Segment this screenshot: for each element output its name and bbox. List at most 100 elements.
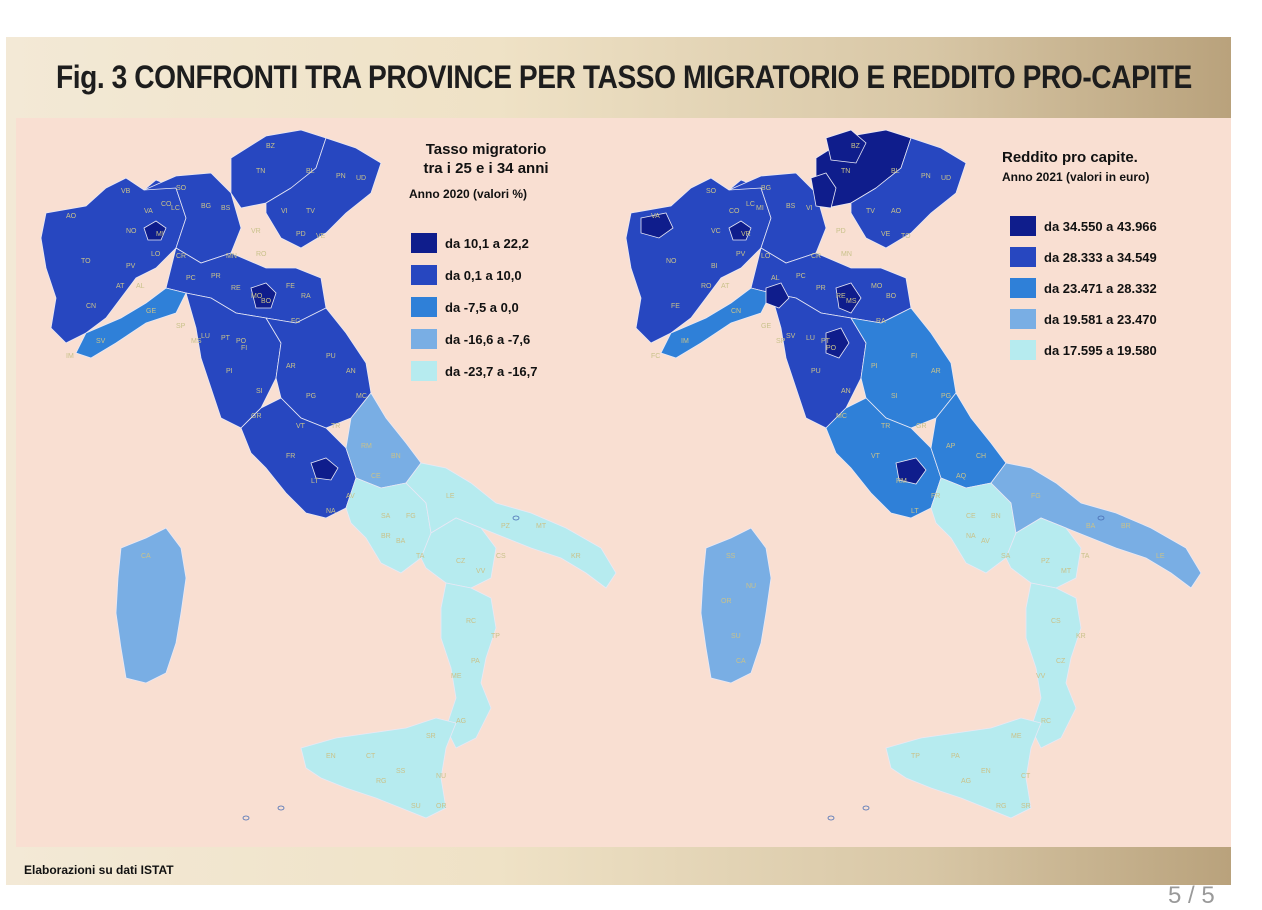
- legend-item: da -7,5 a 0,0: [411, 296, 519, 318]
- legend-swatch: [1010, 247, 1036, 267]
- province-label: LU: [201, 333, 210, 340]
- province-label: PD: [296, 231, 306, 238]
- province-label: PG: [306, 393, 316, 400]
- province-label: PO: [236, 338, 247, 345]
- province-label: RM: [361, 443, 372, 450]
- province-label: CZ: [1056, 658, 1066, 665]
- province-label: LO: [761, 253, 771, 260]
- page-number: 5 / 5: [1168, 882, 1215, 909]
- province-label: VE: [316, 233, 326, 240]
- province-label: CT: [366, 753, 376, 760]
- province-label: UD: [356, 175, 366, 182]
- province-label: BG: [761, 185, 771, 192]
- legend-swatch: [411, 361, 437, 381]
- province-label: EN: [326, 753, 336, 760]
- island: [862, 805, 870, 811]
- income-legend-title: Reddito pro capite.: [1002, 149, 1138, 166]
- province-label: GE: [761, 323, 771, 330]
- province-label: GR: [251, 413, 262, 420]
- island: [1097, 515, 1105, 521]
- province-label: VV: [1036, 673, 1046, 680]
- province-label: BS: [786, 203, 796, 210]
- source-note: Elaborazioni su dati ISTAT: [24, 863, 174, 877]
- province-label: LC: [746, 201, 755, 208]
- income-legend-subtitle: Anno 2021 (valori in euro): [1002, 170, 1150, 184]
- province-label: TV: [866, 208, 875, 215]
- province-label: TN: [841, 168, 850, 175]
- province-label: AO: [891, 208, 902, 215]
- province-label: FE: [286, 283, 295, 290]
- province-label: RE: [836, 293, 846, 300]
- region-area: [1005, 517, 1082, 589]
- province-label: CN: [86, 303, 96, 310]
- province-label: VV: [476, 568, 486, 575]
- legend-item: da 17.595 a 19.580: [1010, 339, 1157, 361]
- province-label: TP: [911, 753, 920, 760]
- province-label: ME: [451, 673, 462, 680]
- province-label: AV: [981, 538, 990, 545]
- province-label: RM: [896, 478, 907, 485]
- province-label: PD: [836, 228, 846, 235]
- province-label: CN: [731, 308, 741, 315]
- province-label: TA: [1081, 553, 1090, 560]
- province-label: VT: [296, 423, 306, 430]
- province-label: TO: [81, 258, 91, 265]
- province-label: AN: [841, 388, 851, 395]
- province-label: BA: [1086, 523, 1096, 530]
- province-label: BR: [1121, 523, 1131, 530]
- province-label: SR: [426, 733, 436, 740]
- province-label: MI: [156, 231, 164, 238]
- province-label: EN: [981, 768, 991, 775]
- province-label: SR: [1021, 803, 1031, 810]
- province-label: PG: [941, 393, 951, 400]
- province-label: VE: [881, 231, 891, 238]
- province-label: RA: [876, 318, 886, 325]
- legend-item: da -16,6 a -7,6: [411, 328, 530, 350]
- province-label: PA: [471, 658, 480, 665]
- province-highlight: [825, 327, 850, 359]
- province-label: RE: [231, 285, 241, 292]
- province-label: BL: [306, 168, 315, 175]
- region-area: [1025, 582, 1082, 749]
- province-label: SS: [396, 768, 406, 775]
- province-label: NU: [746, 583, 756, 590]
- legend-label: da 17.595 a 19.580: [1044, 342, 1157, 358]
- province-label: KR: [1076, 633, 1086, 640]
- province-label: AR: [286, 363, 296, 370]
- legend-item: da 34.550 a 43.966: [1010, 215, 1157, 237]
- province-label: TP: [491, 633, 500, 640]
- legend-swatch: [1010, 340, 1036, 360]
- province-label: MT: [536, 523, 547, 530]
- province-label: BG: [201, 203, 211, 210]
- province-label: PN: [921, 173, 931, 180]
- legend-label: da 34.550 a 43.966: [1044, 218, 1157, 234]
- legend-item: da 19.581 a 23.470: [1010, 308, 1157, 330]
- province-label: CS: [496, 553, 506, 560]
- region-area: [420, 517, 497, 589]
- province-label: VA: [144, 208, 153, 215]
- region-area: [265, 137, 382, 249]
- province-label: SP: [176, 323, 186, 330]
- province-label: BN: [391, 453, 401, 460]
- legend-swatch: [411, 265, 437, 285]
- province-label: FR: [931, 493, 940, 500]
- legend-item: da 10,1 a 22,2: [411, 232, 529, 254]
- province-label: BI: [711, 263, 718, 270]
- province-label: BO: [886, 293, 897, 300]
- province-label: SU: [411, 803, 421, 810]
- region-area: [300, 717, 457, 819]
- province-label: AT: [116, 283, 125, 290]
- province-label: FE: [671, 303, 680, 310]
- province-highlight: [895, 457, 927, 485]
- province-label: FI: [911, 353, 917, 360]
- province-label: OR: [436, 803, 447, 810]
- province-label: TN: [256, 168, 265, 175]
- province-label: PZ: [501, 523, 511, 530]
- province-highlight: [728, 220, 752, 241]
- province-label: NO: [666, 258, 677, 265]
- legend-swatch: [1010, 216, 1036, 236]
- province-label: PT: [221, 335, 231, 342]
- province-label: MC: [836, 413, 847, 420]
- province-label: PV: [126, 263, 136, 270]
- province-highlight: [825, 129, 867, 164]
